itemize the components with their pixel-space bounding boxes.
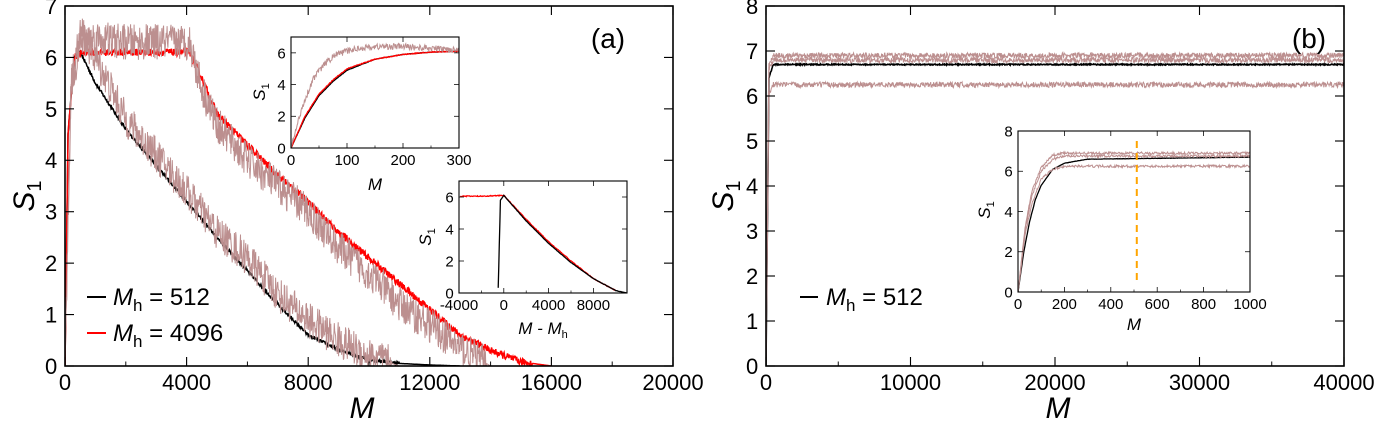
panel-b-ytick-label-0: 0 [746, 354, 758, 379]
panel-b-ytick-label-6: 6 [746, 84, 758, 109]
panel-b-line-2 [766, 55, 1344, 366]
inset-a2-line-1 [497, 194, 627, 293]
inset-b1-xtick-label-5: 1000 [1233, 296, 1266, 313]
panel-b-xtick-label-1: 10000 [880, 370, 941, 395]
inset-a1-xtick-label-2: 200 [390, 152, 415, 169]
panel-b-line-3 [766, 80, 1344, 366]
panel-b-xtick-label-4: 40000 [1313, 370, 1374, 395]
inset-b1-ytick-label-2: 4 [1004, 204, 1012, 221]
inset-b1-line-2 [1018, 153, 1250, 292]
inset-b1-xtick-label-4: 800 [1191, 296, 1216, 313]
panel-a-xtick-label-1: 4000 [162, 370, 211, 395]
panel-a-series [65, 18, 552, 366]
inset-b1-line-3 [1018, 163, 1250, 292]
panel-a-xtick-label-0: 0 [59, 370, 71, 395]
panel-b-ytick-label-1: 1 [746, 309, 758, 334]
inset-b1-series [1018, 150, 1250, 292]
inset-a2-ytick-label-0: 0 [445, 285, 453, 302]
panel-b-ytick-label-3: 3 [746, 219, 758, 244]
inset-b1-ytick-label-3: 6 [1004, 164, 1012, 181]
panel-a-ylabel: S1 [8, 180, 46, 211]
panel-a-line-2 [65, 18, 400, 366]
inset-b1: 0 200 400 600 800 1000 0 2 4 6 8 S1 M [975, 123, 1267, 334]
panel-a-ytick-label-5: 5 [45, 97, 57, 122]
inset-a1-line-2 [291, 42, 459, 148]
panel-b-xtick-label-0: 0 [760, 370, 772, 395]
inset-a1-ytick-label-0: 0 [277, 140, 285, 157]
panel-a-ytick-label-6: 6 [45, 45, 57, 70]
panel-a-legend-label-1: Mh = 4096 [113, 320, 223, 351]
inset-b1-ytick-label-1: 2 [1004, 244, 1012, 261]
inset-a2-ytick-label-1: 2 [445, 253, 453, 270]
inset-a1-xtick-label-1: 100 [334, 152, 359, 169]
inset-a2-xtick-label-2: 4000 [532, 297, 565, 314]
panel-a-ytick-label-3: 3 [45, 200, 57, 225]
panel-b-legend-label-0: Mh = 512 [826, 284, 923, 315]
panel-a-xtick-label-5: 20000 [642, 370, 703, 395]
inset-a1-frame [290, 36, 460, 149]
panel-b-xtick-label-2: 20000 [1024, 370, 1085, 395]
inset-a2-ylabel: S1 [416, 228, 438, 245]
panel-a-label: (a) [591, 23, 625, 54]
inset-a2-series [459, 194, 627, 293]
inset-a1-series [291, 42, 459, 148]
inset-b1-xtick-label-1: 200 [1052, 296, 1077, 313]
panel-a-line-3 [65, 20, 491, 366]
panel-b-ytick-label-7: 7 [746, 39, 758, 64]
panel-b-ytick-label-2: 2 [746, 264, 758, 289]
panel-b-xlabel: M [1046, 392, 1071, 424]
inset-a2-ytick-label-2: 4 [445, 221, 453, 238]
panel-a-ytick-label-2: 2 [45, 251, 57, 276]
inset-a1: 0 100 200 300 0 2 4 6 S1 M [250, 36, 472, 194]
panel-a-xlabel: M [350, 392, 375, 424]
panel-b-line-0 [766, 61, 1344, 366]
panel-a-xtick-label-3: 12000 [399, 370, 460, 395]
panel-b-ytick-label-8: 8 [746, 0, 758, 19]
panel-b-label: (b) [1292, 23, 1326, 54]
inset-b1-ytick-label-4: 8 [1004, 123, 1012, 140]
inset-b1-line-0 [1018, 156, 1250, 292]
inset-a1-xtick-label-0: 0 [287, 152, 295, 169]
inset-a2-xtick-label-1: 0 [500, 297, 508, 314]
inset-a2-xtick-label-0: -4000 [440, 297, 478, 314]
panel-a-ytick-label-1: 1 [45, 302, 57, 327]
inset-b1-xlabel: M [1127, 315, 1142, 334]
inset-b1-xtick-label-0: 0 [1014, 296, 1022, 313]
inset-a2-frame [458, 180, 628, 294]
inset-a1-ytick-label-2: 4 [277, 77, 285, 94]
inset-a1-xlabel: M [368, 175, 383, 194]
inset-a2-xtick-label-3: 8000 [577, 297, 610, 314]
inset-a1-ytick-label-1: 2 [277, 109, 285, 126]
panel-a: 0 4000 8000 12000 16000 2000001234567S1M(a)Mh… [8, 0, 704, 424]
panel-a-xtick-label-2: 8000 [284, 370, 333, 395]
inset-a1-xtick-label-3: 300 [446, 152, 471, 169]
inset-b1-line-1 [1018, 150, 1250, 292]
inset-a1-line-1 [291, 50, 459, 148]
panel-b-ytick-label-4: 4 [746, 174, 758, 199]
panel-a-legend-label-0: Mh = 512 [113, 284, 210, 315]
panel-b-line-1 [766, 51, 1344, 366]
inset-b1-xtick-label-3: 600 [1145, 296, 1170, 313]
panel-a-ytick-label-0: 0 [45, 354, 57, 379]
inset-a2-ytick-label-3: 6 [445, 189, 453, 206]
panel-b-ylabel: S1 [707, 180, 745, 211]
inset-b1-xtick-label-2: 400 [1098, 296, 1123, 313]
panel-b-ytick-label-5: 5 [746, 129, 758, 154]
inset-a2-line-0 [459, 194, 617, 292]
inset-b1-ylabel: S1 [975, 201, 997, 218]
inset-a1-ylabel: S1 [250, 83, 272, 100]
inset-a1-ytick-label-3: 6 [277, 45, 285, 62]
inset-b1-ytick-label-0: 0 [1004, 284, 1012, 301]
panel-b-series [766, 51, 1344, 366]
panel-a-xtick-label-4: 16000 [521, 370, 582, 395]
panel-b-xtick-label-3: 30000 [1169, 370, 1230, 395]
inset-a2-xlabel: M - Mh [518, 319, 568, 341]
panel-a-ytick-label-7: 7 [45, 0, 57, 19]
panel-a-ytick-label-4: 4 [45, 148, 57, 173]
